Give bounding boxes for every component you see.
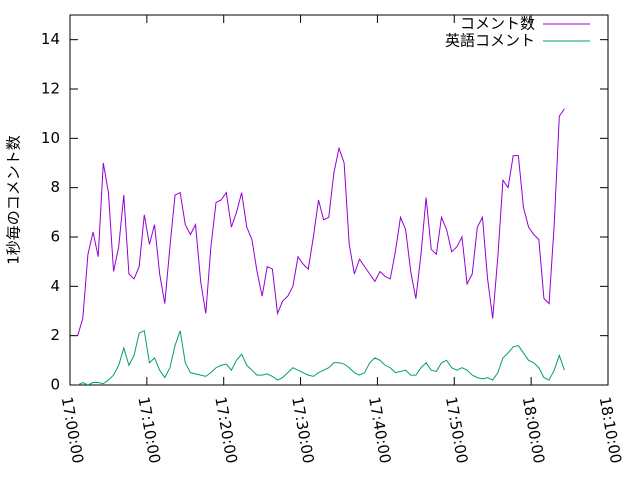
- y-tick-label: 12: [41, 80, 60, 98]
- y-tick-label: 0: [50, 376, 60, 394]
- x-tick-label: 17:50:00: [442, 395, 471, 464]
- x-tick-label: 17:20:00: [211, 395, 240, 464]
- x-tick-label: 17:10:00: [134, 395, 163, 464]
- y-tick-label: 6: [50, 228, 60, 246]
- y-tick-label: 14: [41, 30, 60, 48]
- legend-label: 英語コメント: [445, 32, 535, 50]
- x-tick-label: 18:10:00: [596, 395, 625, 464]
- y-axis-label: 1秒毎のコメント数: [5, 135, 23, 265]
- y-tick-label: 4: [50, 277, 60, 295]
- x-tick-label: 17:30:00: [288, 395, 317, 464]
- y-tick-label: 10: [41, 129, 60, 147]
- x-tick-label: 18:00:00: [519, 395, 548, 464]
- x-tick-label: 17:40:00: [365, 395, 394, 464]
- series-line: [77, 329, 565, 386]
- x-tick-label: 17:00:00: [58, 395, 87, 464]
- y-tick-label: 2: [50, 326, 60, 344]
- plot-border: [69, 14, 609, 386]
- legend-label: コメント数: [460, 15, 535, 33]
- series-line: [77, 108, 565, 336]
- y-tick-label: 8: [50, 178, 60, 196]
